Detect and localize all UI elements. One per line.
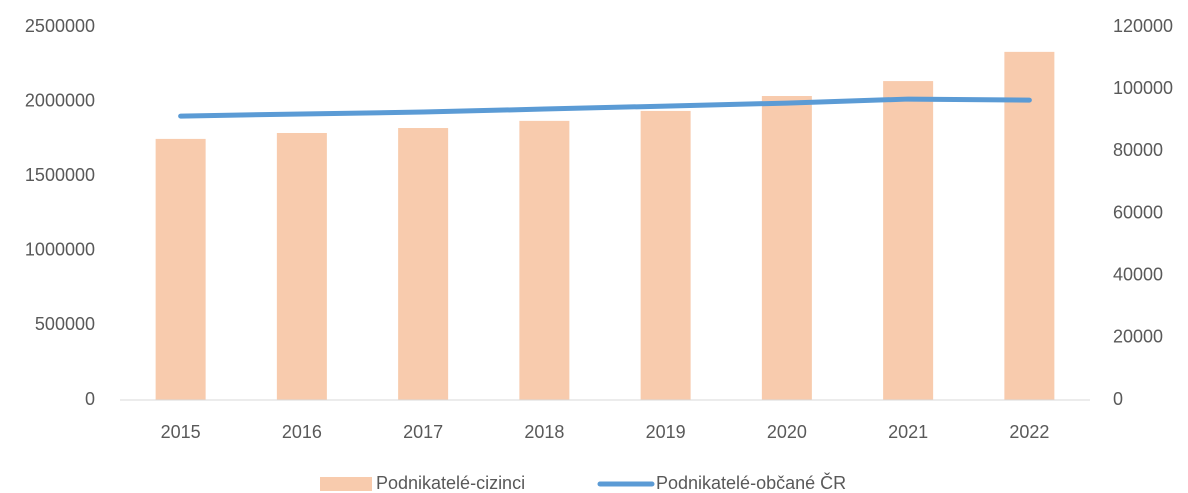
bar [519,120,570,400]
bar [276,132,327,400]
y2-tick-label: 100000 [1113,78,1173,98]
bar [155,138,206,400]
y2-tick-label: 120000 [1113,16,1173,36]
legend-label: Podnikatelé-cizinci [376,473,525,493]
legend-label: Podnikatelé-občané ČR [656,472,846,493]
x-tick-label: 2018 [524,422,564,442]
x-tick-label: 2021 [888,422,928,442]
x-tick-label: 2022 [1009,422,1049,442]
y2-tick-label: 80000 [1113,140,1163,160]
y2-tick-label: 20000 [1113,327,1163,347]
y-tick-label: 2500000 [25,16,95,36]
bar [883,81,934,401]
y2-tick-label: 40000 [1113,264,1163,284]
x-tick-label: 2015 [161,422,201,442]
y-tick-label: 2000000 [25,90,95,110]
line [178,96,1032,119]
y-tick-label: 1500000 [25,165,95,185]
x-tick-label: 2019 [646,422,686,442]
y-tick-label: 0 [85,389,95,409]
y2-tick-label: 60000 [1113,202,1163,222]
y2-tick-label: 0 [1113,389,1123,409]
y-tick-label: 500000 [35,314,95,334]
y-tick-label: 1000000 [25,240,95,260]
bar [761,96,812,400]
x-tick-label: 2020 [767,422,807,442]
bar [1004,51,1055,400]
legend-swatch [320,477,372,491]
bar [640,110,691,401]
x-tick-label: 2016 [282,422,322,442]
bar [398,128,449,401]
x-tick-label: 2017 [403,422,443,442]
